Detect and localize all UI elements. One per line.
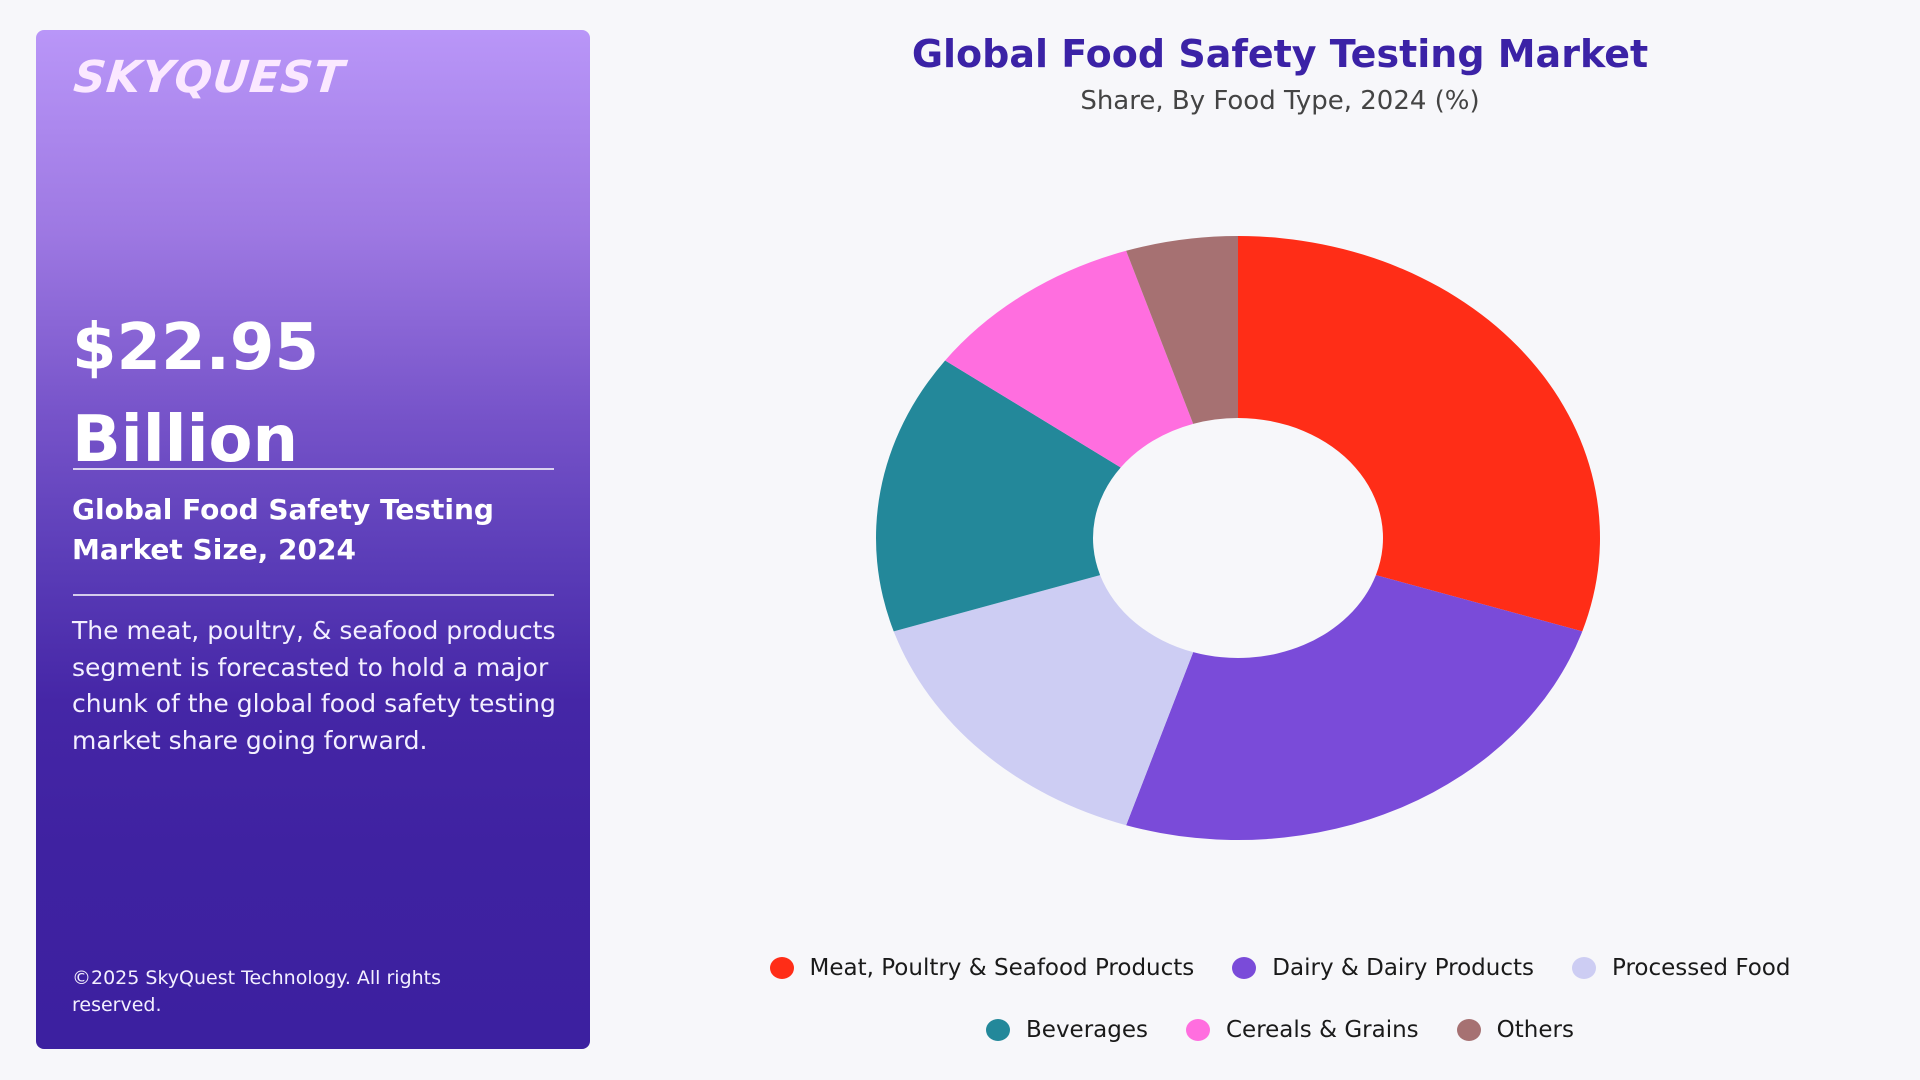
divider — [73, 468, 554, 470]
legend-item-beverages[interactable]: Beverages — [986, 1017, 1148, 1043]
legend-label: Cereals & Grains — [1226, 1017, 1419, 1043]
legend-row: Beverages Cereals & Grains Others — [640, 1017, 1920, 1043]
legend-dot-icon — [1572, 957, 1597, 979]
segment-description: The meat, poultry, & seafood products se… — [72, 616, 556, 755]
legend-label: Others — [1496, 1017, 1574, 1043]
legend-dot-icon — [1186, 1019, 1210, 1041]
donut-slice-beverages[interactable] — [876, 360, 1121, 632]
market-value: $22.95 Billion — [72, 302, 319, 486]
legend-label: Meat, Poultry & Seafood Products — [809, 955, 1195, 981]
legend-dot-icon — [769, 957, 794, 979]
donut-slice-cereals[interactable] — [945, 250, 1194, 468]
chart-subtitle: Share, By Food Type, 2024 (%) — [1080, 86, 1480, 116]
market-size-heading: Global Food Safety Testing Market Size, … — [72, 493, 494, 566]
legend-item-others[interactable]: Others — [1456, 1017, 1574, 1043]
donut-slices — [876, 236, 1601, 841]
market-value-amount: $22.95 — [72, 311, 319, 385]
divider — [73, 594, 554, 596]
legend-dot-icon — [986, 1019, 1011, 1041]
legend-dot-icon — [1456, 1019, 1481, 1041]
donut-slice-meat[interactable] — [1238, 236, 1601, 632]
legend-item-dairy[interactable]: Dairy & Dairy Products — [1232, 955, 1534, 981]
donut-slice-processed-food[interactable] — [893, 575, 1194, 826]
legend-label: Dairy & Dairy Products — [1272, 955, 1535, 981]
donut-slice-others[interactable] — [1126, 236, 1238, 424]
summary-panel: SKYQUEST $22.95 Billion Global Food Safe… — [36, 30, 590, 1049]
legend-dot-icon — [1232, 957, 1257, 979]
legend-item-cereals[interactable]: Cereals & Grains — [1186, 1017, 1419, 1043]
legend-label: Processed Food — [1612, 955, 1791, 981]
chart-title: Global Food Safety Testing Market — [911, 32, 1649, 76]
donut-slice-dairy[interactable] — [1126, 575, 1583, 841]
copyright-notice: ©2025 SkyQuest Technology. All rights re… — [72, 967, 442, 1016]
legend-item-meat[interactable]: Meat, Poultry & Seafood Products — [769, 955, 1195, 981]
legend-item-processed-food[interactable]: Processed Food — [1572, 955, 1790, 981]
legend-label: Beverages — [1026, 1017, 1148, 1043]
legend-row: Meat, Poultry & Seafood Products Dairy &… — [640, 955, 1920, 981]
market-value-unit: Billion — [72, 403, 299, 477]
